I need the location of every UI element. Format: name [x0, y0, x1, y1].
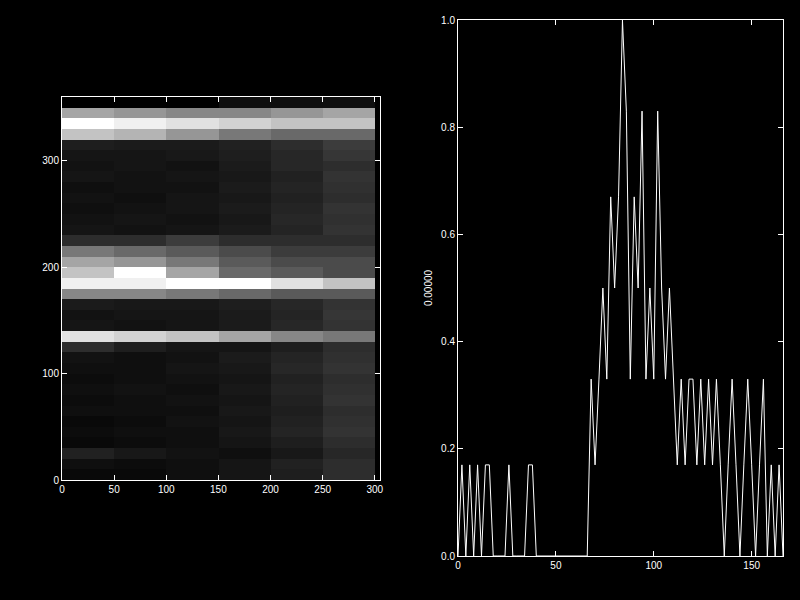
svg-text:0.2: 0.2 — [441, 443, 455, 454]
svg-text:100: 100 — [645, 560, 662, 571]
svg-text:0.8: 0.8 — [441, 122, 455, 133]
svg-text:0.4: 0.4 — [441, 336, 455, 347]
svg-text:0: 0 — [455, 560, 461, 571]
svg-text:100: 100 — [158, 484, 175, 495]
svg-text:1.0: 1.0 — [441, 15, 455, 26]
svg-text:0.6: 0.6 — [441, 229, 455, 240]
svg-text:100: 100 — [42, 368, 59, 379]
svg-text:0.00000: 0.00000 — [423, 269, 434, 306]
svg-text:200: 200 — [42, 262, 59, 273]
svg-text:150: 150 — [210, 484, 227, 495]
svg-text:50: 50 — [550, 560, 562, 571]
svg-text:300: 300 — [42, 155, 59, 166]
svg-text:150: 150 — [743, 560, 760, 571]
svg-text:50: 50 — [109, 484, 121, 495]
svg-text:250: 250 — [314, 484, 331, 495]
svg-text:0.0: 0.0 — [441, 551, 455, 562]
svg-text:300: 300 — [366, 484, 383, 495]
svg-text:200: 200 — [262, 484, 279, 495]
svg-text:0: 0 — [59, 484, 65, 495]
svg-text:0: 0 — [53, 475, 59, 486]
